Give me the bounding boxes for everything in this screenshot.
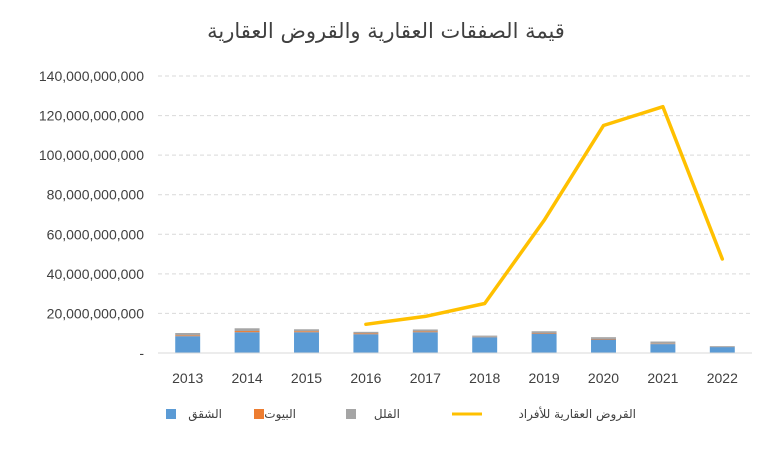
bar-البيوت-2019: [531, 333, 557, 334]
bar-البيوت-2016: [353, 333, 379, 335]
y-tick-label: 60,000,000,000: [47, 226, 145, 242]
legend-label: القروض العقارية للأفراد: [518, 406, 636, 422]
bar-الفلل-2017: [412, 329, 438, 332]
x-tick-label: 2014: [232, 370, 263, 386]
bar-الشقق-2014: [234, 332, 260, 353]
x-tick-label: 2022: [707, 370, 738, 386]
bar-الفلل-2018: [472, 335, 498, 337]
bar-الشقق-2017: [412, 332, 438, 353]
bar-الفلل-2019: [531, 331, 557, 334]
x-tick-label: 2021: [647, 370, 678, 386]
legend-swatch: [166, 409, 176, 419]
x-tick-label: 2013: [172, 370, 203, 386]
y-tick-label: -: [139, 345, 144, 361]
y-tick-label: 80,000,000,000: [47, 187, 145, 203]
bar-الشقق-2019: [531, 333, 557, 353]
bar-البيوت-2015: [294, 331, 319, 333]
bar-الشقق-2013: [175, 336, 201, 353]
bar-الفلل-2014: [234, 328, 260, 332]
y-tick-label: 100,000,000,000: [39, 147, 144, 163]
grid-layer: [158, 75, 752, 314]
x-tick-label: 2020: [588, 370, 619, 386]
bar-الشقق-2020: [591, 339, 616, 353]
bar-الشقق-2022: [709, 347, 735, 353]
legend-label: الفلل: [374, 407, 400, 421]
line-series: [364, 104, 725, 327]
bar-الفلل-2022: [709, 346, 735, 347]
legend-swatch: [254, 409, 264, 419]
x-tick-label: 2015: [291, 370, 322, 386]
chart-title: قيمة الصفقات العقارية والقروض العقارية: [207, 19, 565, 43]
bar-الفلل-2015: [294, 329, 319, 332]
x-tick-label: 2016: [350, 370, 381, 386]
bar-البيوت-2017: [412, 331, 438, 333]
bar-layer: [175, 328, 735, 353]
line-layer: [364, 104, 725, 327]
bar-البيوت-2020: [591, 338, 616, 340]
bar-الفلل-2016: [353, 331, 379, 334]
x-tick-label: 2018: [469, 370, 500, 386]
bar-الفلل-2021: [650, 341, 676, 344]
x-tick-label: 2019: [529, 370, 560, 386]
bar-الشقق-2015: [294, 332, 319, 353]
y-tick-label: 40,000,000,000: [47, 266, 145, 282]
axis-layer: - 20,000,000,000 40,000,000,000 60,000,000,…: [39, 68, 752, 386]
y-tick-label: 120,000,000,000: [39, 108, 144, 124]
bar-الشقق-2021: [650, 344, 676, 353]
bar-الشقق-2016: [353, 334, 379, 353]
bar-البيوت-2013: [175, 335, 201, 337]
legend-label: البيوت: [264, 407, 296, 422]
bar-الفلل-2013: [175, 333, 201, 336]
y-tick-label: 20,000,000,000: [47, 305, 145, 321]
bar-الفلل-2020: [591, 337, 616, 339]
bar-الشقق-2018: [472, 337, 498, 353]
y-tick-label: 140,000,000,000: [39, 68, 144, 84]
bar-البيوت-2014: [234, 331, 260, 333]
legend: الشقق البيوت الفلل القروض العقارية للأفراد: [166, 406, 636, 422]
legend-swatch: [346, 409, 356, 419]
x-tick-label: 2017: [410, 370, 441, 386]
legend-label: الشقق: [188, 407, 222, 422]
